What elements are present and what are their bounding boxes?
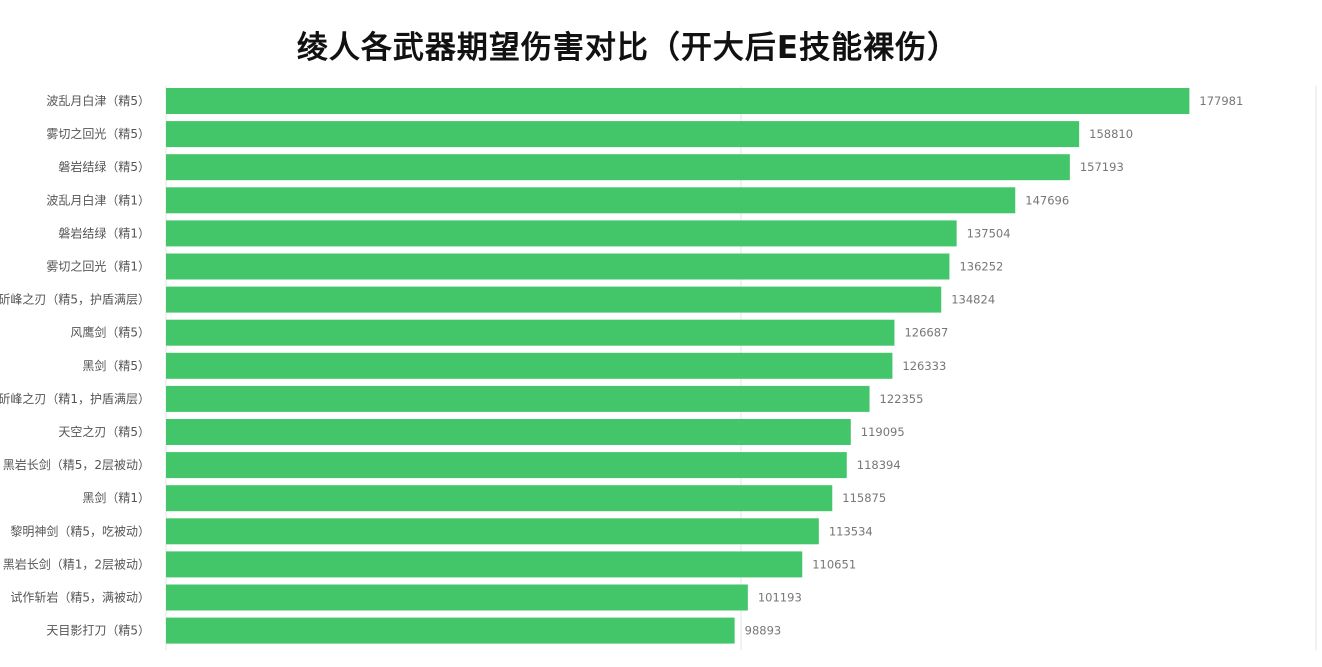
category-label-13: 黎明神剑（精5，吃被动） [10, 523, 150, 538]
category-label-9: 斫峰之刃（精1，护盾满层） [0, 392, 150, 406]
bar-7 [166, 319, 895, 346]
category-label-6: 斫峰之刃（精5，护盾满层） [0, 293, 150, 307]
bar-11 [166, 452, 847, 479]
value-label-7: 126687 [904, 326, 948, 340]
value-label-5: 136252 [959, 260, 1003, 274]
value-label-1: 158810 [1089, 127, 1133, 141]
bar-10 [166, 419, 851, 445]
value-label-2: 157193 [1080, 160, 1124, 174]
category-label-0: 波乱月白津（精5） [46, 93, 150, 108]
bar-14 [166, 551, 803, 578]
bar-2 [166, 154, 1070, 181]
value-label-8: 126333 [902, 359, 946, 373]
category-label-1: 雾切之回光（精5） [46, 127, 150, 141]
category-label-10: 天空之刃（精5） [58, 425, 150, 439]
value-label-6: 134824 [951, 293, 995, 307]
bar-16 [166, 617, 735, 644]
category-label-2: 磐岩结绿（精5） [58, 159, 150, 174]
bar-0 [166, 88, 1190, 114]
bar-8 [166, 352, 893, 379]
value-label-16: 98893 [745, 624, 782, 638]
category-label-15: 试作斩岩（精5，满被动） [10, 590, 150, 605]
category-label-12: 黑剑（精1） [82, 490, 150, 505]
value-label-4: 137504 [967, 226, 1011, 240]
bar-4 [166, 220, 957, 247]
value-label-14: 110651 [812, 557, 856, 571]
category-label-11: 黑岩长剑（精5，2层被动） [3, 457, 150, 472]
value-label-3: 147696 [1025, 193, 1069, 207]
category-labels: 波乱月白津（精5） 雾切之回光（精5） 磐岩结绿（精5） 波乱月白津（精1） 磐岩结绿（… [0, 93, 150, 638]
category-label-7: 风鹰剑（精5） [70, 325, 150, 340]
value-label-13: 113534 [829, 524, 873, 538]
category-label-4: 磐岩结绿（精1） [58, 225, 150, 240]
category-label-5: 雾切之回光（精1） [46, 260, 150, 274]
bar-1 [166, 121, 1080, 148]
category-label-8: 黑剑（精5） [82, 358, 150, 373]
bar-15 [166, 584, 748, 611]
category-label-3: 波乱月白津（精1） [46, 192, 150, 207]
value-label-12: 115875 [842, 491, 886, 505]
value-label-15: 101193 [758, 591, 802, 605]
bar-6 [166, 286, 942, 313]
category-label-14: 黑岩长剑（精1，2层被动） [3, 556, 150, 571]
value-label-11: 118394 [857, 458, 901, 472]
value-label-10: 119095 [861, 425, 905, 439]
bar-9 [166, 385, 870, 412]
chart-title: 绫人各武器期望伤害对比（开大后E技能裸伤） [296, 30, 960, 66]
category-label-16: 天目影打刀（精5） [46, 624, 150, 638]
bar-12 [166, 485, 833, 512]
bar-13 [166, 518, 819, 545]
bar-3 [166, 187, 1016, 214]
value-label-0: 177981 [1199, 94, 1243, 108]
bar-5 [166, 253, 950, 280]
value-label-9: 122355 [880, 392, 924, 406]
bars [166, 88, 1190, 644]
value-labels: 177981 158810 157193 147696 137504 136252 1348… [745, 94, 1244, 638]
